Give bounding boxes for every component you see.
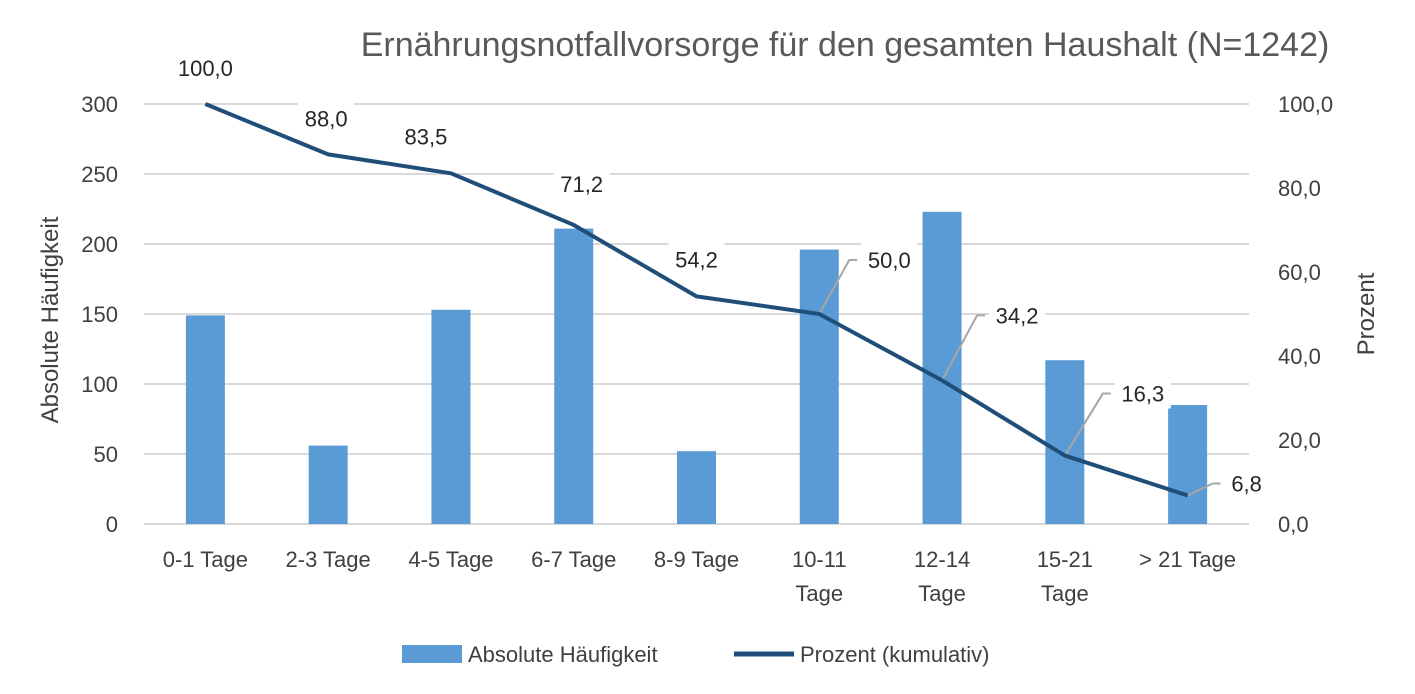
y2-tick-label: 20,0 xyxy=(1278,428,1321,453)
data-label: 83,5 xyxy=(405,124,448,149)
y2-tick-label: 40,0 xyxy=(1278,344,1321,369)
y2-tick-label: 0,0 xyxy=(1278,512,1309,537)
y-axis-ticks: 0 50 100 150 200 250 300 xyxy=(81,92,118,537)
data-label-bg xyxy=(861,243,918,275)
x-tick-label: 10-11 Tage xyxy=(792,547,847,606)
y-tick-label: 200 xyxy=(81,232,118,257)
data-label: 88,0 xyxy=(305,106,348,131)
y2-axis-ticks: 0,0 20,0 40,0 60,0 80,0 100,0 xyxy=(1278,92,1333,537)
data-label: 16,3 xyxy=(1121,382,1164,407)
leader-line xyxy=(818,259,858,315)
bar xyxy=(677,451,716,524)
data-label: 54,2 xyxy=(675,247,718,272)
cumulative-line xyxy=(204,102,1189,498)
bar-series xyxy=(185,211,1208,525)
y2-tick-label: 80,0 xyxy=(1278,176,1321,201)
y-tick-label: 300 xyxy=(81,92,118,117)
data-label: 6,8 xyxy=(1231,471,1262,496)
data-label-bg xyxy=(298,101,355,134)
data-label-bg xyxy=(989,298,1046,331)
x-tick-label: 8-9 Tage xyxy=(654,547,739,572)
x-tick-label: 6-7 Tage xyxy=(531,547,616,572)
data-label: 100,0 xyxy=(178,56,233,81)
data-label-bg xyxy=(1114,376,1171,409)
data-label-bg xyxy=(668,242,725,275)
data-label: 71,2 xyxy=(560,172,603,197)
legend: Absolute Häufigkeit Prozent (kumulativ) xyxy=(402,642,990,667)
y-tick-label: 250 xyxy=(81,162,118,187)
y-tick-label: 0 xyxy=(106,512,118,537)
data-label: 50,0 xyxy=(868,248,911,273)
data-label-bg xyxy=(1224,466,1269,499)
legend-label-bars: Absolute Häufigkeit xyxy=(468,642,658,667)
x-tick-label: 4-5 Tage xyxy=(408,547,493,572)
bar xyxy=(799,249,839,524)
y2-axis-title: Prozent xyxy=(1353,272,1380,355)
y-tick-label: 50 xyxy=(94,442,118,467)
x-tick-label: 0-1 Tage xyxy=(163,547,248,572)
y2-tick-label: 100,0 xyxy=(1278,92,1333,117)
x-tick-label: 12-14 Tage xyxy=(914,547,970,606)
y2-tick-label: 60,0 xyxy=(1278,260,1321,285)
x-axis-ticks: 0-1 Tage 2-3 Tage 4-5 Tage 6-7 Tage 8-9 Tage… xyxy=(163,547,1236,606)
bar xyxy=(308,445,348,524)
bar xyxy=(185,315,225,524)
data-labels: 100,0 88,0 83,5 71,2 54,2 50,0 34,2 16,3 6,8 xyxy=(178,56,1269,499)
data-label-bg xyxy=(553,166,610,199)
y-axis-title: Absolute Häufigkeit xyxy=(37,216,64,423)
leader-line xyxy=(941,314,986,381)
y-tick-label: 150 xyxy=(81,302,118,327)
bar xyxy=(922,211,962,525)
leader-line xyxy=(1187,482,1221,497)
chart-title: Ernährungsnotfallvorsorge für den gesamt… xyxy=(361,26,1330,64)
bar xyxy=(1045,360,1085,524)
leader-line xyxy=(1063,392,1111,457)
x-tick-label: > 21 Tage xyxy=(1139,547,1236,572)
data-label: 34,2 xyxy=(996,303,1039,328)
x-tick-label: 2-3 Tage xyxy=(286,547,371,572)
label-leader-lines xyxy=(818,259,1221,497)
bar xyxy=(1168,405,1208,524)
y-tick-label: 100 xyxy=(81,372,118,397)
bar xyxy=(554,228,594,524)
x-tick-label: 15-21 Tage xyxy=(1037,547,1093,606)
legend-label-line: Prozent (kumulativ) xyxy=(800,642,990,667)
legend-swatch-bars xyxy=(402,645,462,663)
bar xyxy=(431,309,471,524)
